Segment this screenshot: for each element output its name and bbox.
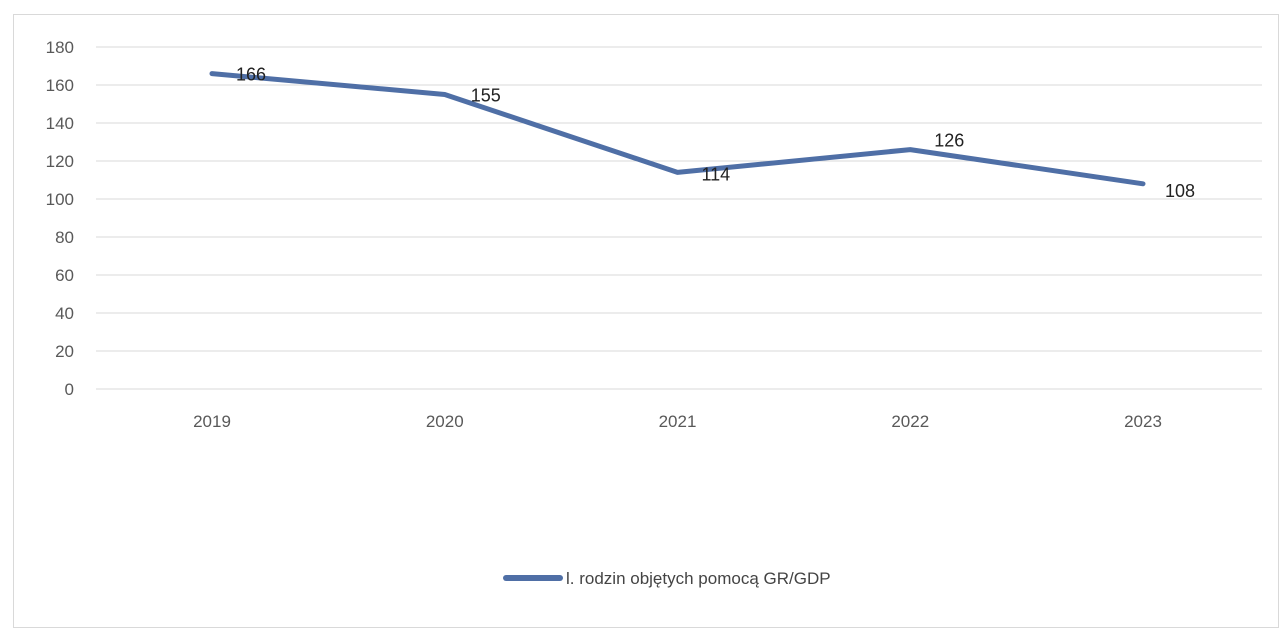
x-tick-label: 2020 [426, 412, 464, 431]
legend-label: l. rodzin objętych pomocą GR/GDP [566, 569, 831, 588]
chart-frame [13, 14, 1279, 628]
gridlines [96, 46, 1262, 390]
y-tick-label: 20 [55, 342, 74, 361]
x-tick-label: 2023 [1124, 412, 1162, 431]
x-tick-label: 2019 [193, 412, 231, 431]
x-tick-label: 2022 [891, 412, 929, 431]
data-labels: 166 155 114 126 108 [236, 65, 1195, 201]
y-tick-label: 80 [55, 228, 74, 247]
y-tick-label: 0 [65, 380, 74, 399]
y-tick-label: 40 [55, 304, 74, 323]
y-tick-label: 100 [46, 190, 74, 209]
x-axis-ticks: 2019 2020 2021 2022 2023 [193, 412, 1162, 431]
data-label: 114 [702, 164, 731, 184]
y-tick-label: 60 [55, 266, 74, 285]
legend: l. rodzin objętych pomocą GR/GDP [503, 569, 831, 588]
y-tick-label: 120 [46, 152, 74, 171]
data-label: 155 [471, 86, 501, 106]
data-label: 108 [1165, 181, 1195, 201]
data-label: 126 [934, 131, 964, 151]
y-axis-ticks: 0 20 40 60 80 100 120 140 160 180 [46, 38, 74, 399]
y-tick-label: 180 [46, 38, 74, 57]
series-lines [209, 71, 1146, 187]
y-tick-label: 140 [46, 114, 74, 133]
data-label: 166 [236, 65, 266, 85]
series-line [209, 71, 1146, 187]
y-tick-label: 160 [46, 76, 74, 95]
x-tick-label: 2021 [659, 412, 697, 431]
